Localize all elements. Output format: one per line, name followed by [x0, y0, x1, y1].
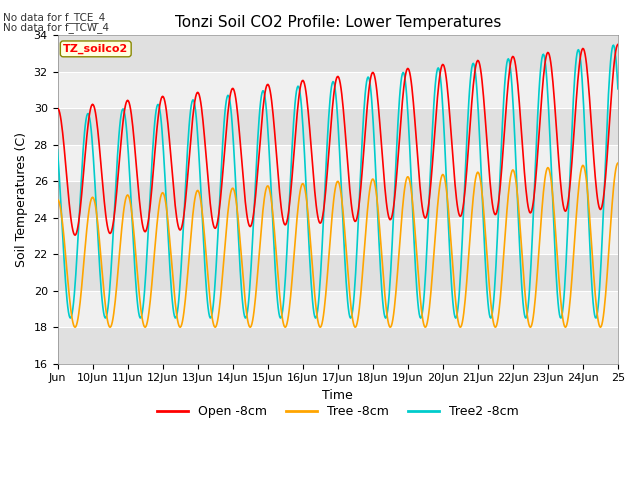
Bar: [58, 291, 618, 327]
Line: Tree -8cm: Tree -8cm: [58, 163, 618, 327]
Tree -8cm: [272, 248, 280, 253]
Bar: [58, 327, 618, 364]
Bar: [58, 218, 618, 254]
Bar: [58, 36, 618, 72]
Legend: Open -8cm, Tree -8cm, Tree2 -8cm: Open -8cm, Tree -8cm, Tree2 -8cm: [152, 400, 524, 423]
Bar: [58, 72, 618, 108]
Open -8cm: [614, 42, 622, 48]
Open -8cm: [428, 171, 435, 177]
Bar: [58, 145, 618, 181]
Tree2 -8cm: [428, 143, 435, 148]
Bar: [58, 181, 618, 218]
Text: No data for f_TCW_4: No data for f_TCW_4: [3, 22, 109, 33]
Y-axis label: Soil Temperatures (C): Soil Temperatures (C): [15, 132, 28, 267]
Title: Tonzi Soil CO2 Profile: Lower Temperatures: Tonzi Soil CO2 Profile: Lower Temperatur…: [175, 15, 501, 30]
Tree2 -8cm: [120, 106, 127, 112]
Open -8cm: [223, 119, 231, 124]
Tree2 -8cm: [54, 147, 61, 153]
Tree2 -8cm: [271, 267, 279, 273]
Tree2 -8cm: [223, 98, 230, 104]
Text: TZ_soilco2: TZ_soilco2: [63, 44, 129, 54]
Open -8cm: [54, 106, 61, 111]
Tree2 -8cm: [610, 42, 618, 48]
Tree -8cm: [251, 301, 259, 307]
Tree2 -8cm: [396, 96, 403, 102]
X-axis label: Time: Time: [323, 389, 353, 402]
Tree -8cm: [71, 324, 79, 330]
Tree -8cm: [396, 234, 404, 240]
Open -8cm: [120, 111, 128, 117]
Line: Open -8cm: Open -8cm: [58, 45, 618, 235]
Open -8cm: [71, 232, 79, 238]
Text: No data for f_TCE_4: No data for f_TCE_4: [3, 12, 106, 23]
Tree2 -8cm: [250, 207, 258, 213]
Tree2 -8cm: [614, 86, 622, 92]
Line: Tree2 -8cm: Tree2 -8cm: [58, 45, 618, 318]
Tree -8cm: [428, 280, 435, 286]
Tree -8cm: [54, 197, 61, 203]
Tree -8cm: [223, 218, 231, 224]
Tree2 -8cm: [417, 315, 424, 321]
Bar: [58, 254, 618, 291]
Bar: [58, 108, 618, 145]
Open -8cm: [272, 146, 280, 152]
Open -8cm: [251, 201, 259, 206]
Tree -8cm: [614, 160, 622, 166]
Open -8cm: [396, 126, 404, 132]
Tree -8cm: [120, 205, 128, 211]
